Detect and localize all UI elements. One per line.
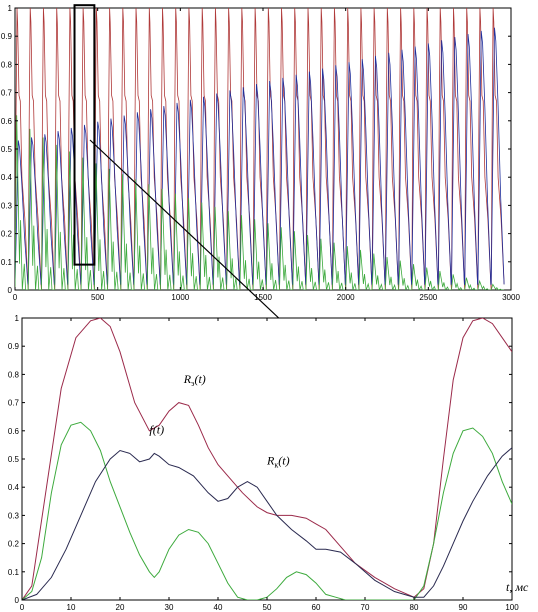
bottom-chart: 0 10 20 30 40 50 60 70 80 90 100 00.10.20.30.40.50… — [8, 314, 529, 612]
bottom-y-tick-label: 0.5 — [8, 455, 20, 464]
bottom-x-tick-label: 70 — [361, 603, 370, 612]
curve-label: f(t) — [149, 423, 164, 437]
bottom-x-tick-label: 80 — [410, 603, 419, 612]
bottom-x-ticks: 0 10 20 30 40 50 60 70 80 90 100 — [20, 318, 519, 612]
top-x-tick-label: 2000 — [337, 293, 355, 302]
bottom-x-tick-label: 10 — [67, 603, 76, 612]
top-x-tick-label: 3000 — [502, 293, 520, 302]
top-chart: 0 500 1000 1500 2000 2500 3000 0 0.1 0.2 0.3 0.4 0.… — [1, 4, 521, 302]
top-x-tick-label: 2500 — [419, 293, 437, 302]
bottom-y-tick-label: 0.6 — [8, 427, 20, 436]
bottom-x-tick-label: 100 — [505, 603, 519, 612]
top-series-green-line — [15, 115, 505, 290]
top-y-tick-label: 0.9 — [1, 32, 13, 41]
bottom-y-tick-label: 0.3 — [8, 511, 20, 520]
bottom-y-tick-label: 1 — [15, 314, 20, 323]
bottom-series-group — [22, 318, 512, 600]
bottom-y-tick-label: 0.4 — [8, 483, 20, 492]
top-x-tick-label: 0 — [13, 293, 18, 302]
bottom-series-f-line — [22, 421, 512, 600]
bottom-series-re-line — [22, 318, 512, 600]
bottom-x-tick-label: 0 — [20, 603, 25, 612]
bottom-x-tick-label: 40 — [214, 603, 223, 612]
top-series-group — [15, 8, 505, 290]
curve-label: Rэ(t) — [183, 372, 206, 388]
bottom-series-rk-line — [22, 447, 512, 600]
bottom-x-tick-label: 60 — [312, 603, 321, 612]
top-series-red-line — [15, 8, 505, 290]
top-y-tick-label: 0.4 — [1, 173, 13, 182]
top-y-ticks: 0 0.1 0.2 0.3 0.4 0.5 0.6 0.7 0.8 0.9 1 — [1, 4, 511, 295]
bottom-plot-frame — [21, 317, 513, 601]
top-series-blue-line — [15, 27, 505, 285]
top-y-tick-label: 1 — [8, 4, 13, 13]
top-y-tick-label: 0.5 — [1, 145, 13, 154]
bottom-y-tick-label: 0.9 — [8, 342, 20, 351]
bottom-y-tick-label: 0 — [15, 596, 20, 605]
zoom-highlight-box — [73, 4, 96, 266]
top-y-tick-label: 0.6 — [1, 117, 13, 126]
top-y-tick-label: 0.3 — [1, 201, 13, 210]
top-x-tick-label: 500 — [91, 293, 105, 302]
top-y-tick-label: 0.2 — [1, 230, 13, 239]
top-x-ticks: 0 500 1000 1500 2000 2500 3000 — [13, 8, 520, 302]
bottom-x-tick-label: 90 — [459, 603, 468, 612]
bottom-y-tick-label: 0.2 — [8, 540, 20, 549]
bottom-x-tick-label: 50 — [263, 603, 272, 612]
top-y-tick-label: 0.1 — [1, 258, 13, 267]
top-y-tick-label: 0 — [8, 286, 13, 295]
top-x-tick-label: 1000 — [171, 293, 189, 302]
top-x-tick-label: 1500 — [254, 293, 272, 302]
bottom-y-tick-label: 0.1 — [8, 568, 20, 577]
x-axis-unit-label: t, мс — [506, 580, 529, 594]
bottom-curve-labels: Rэ(t) f(t) Rк(t) — [149, 372, 289, 470]
bottom-y-tick-label: 0.8 — [8, 370, 20, 379]
bottom-x-tick-label: 30 — [165, 603, 174, 612]
top-y-tick-label: 0.7 — [1, 89, 13, 98]
bottom-x-tick-label: 20 — [116, 603, 125, 612]
top-y-tick-label: 0.8 — [1, 60, 13, 69]
bottom-y-ticks: 0 0.1 0.2 0.3 0.4 0.5 0.6 0.7 0.8 0.9 1 — [8, 314, 512, 605]
bottom-y-tick-label: 0.7 — [8, 399, 20, 408]
zoom-arrow — [89, 139, 303, 341]
curve-label: Rк(t) — [266, 454, 290, 470]
